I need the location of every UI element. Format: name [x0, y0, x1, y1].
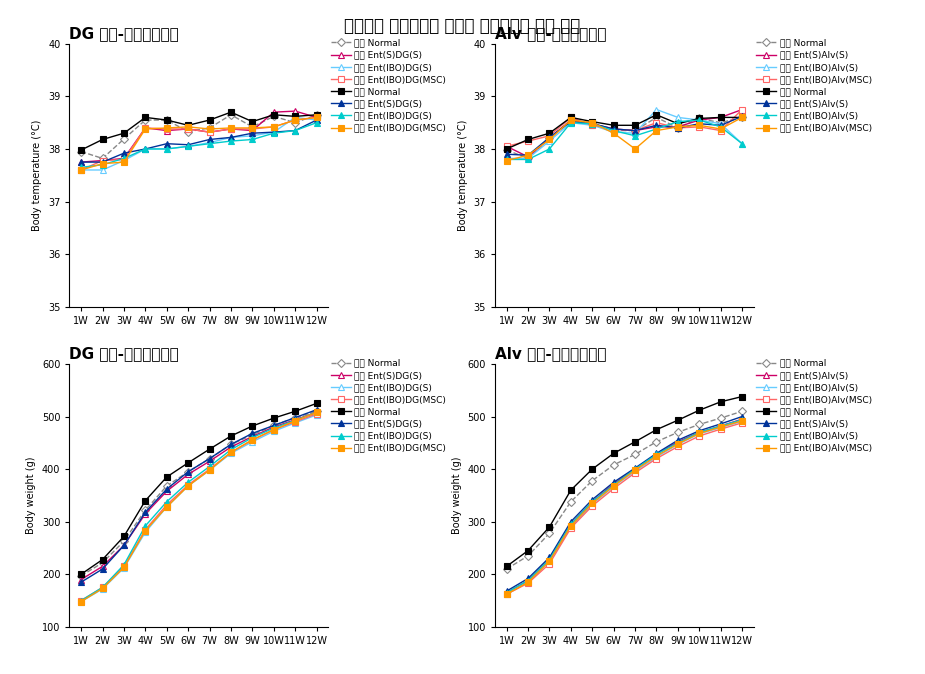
- Y-axis label: Body temperature (°C): Body temperature (°C): [32, 119, 43, 231]
- Legend: 단회 Normal, 단회 Ent(S)DG(S), 단회 Ent(IBO)DG(S), 단회 Ent(IBO)DG(MSC), 반복 Normal, 반복 E: 단회 Normal, 단회 Ent(S)DG(S), 단회 Ent(IBO)DG…: [331, 359, 446, 453]
- Y-axis label: Body weight (g): Body weight (g): [26, 457, 36, 534]
- Y-axis label: Body weight (g): Body weight (g): [451, 457, 462, 534]
- Text: DG 이식-동물체온변화: DG 이식-동물체온변화: [69, 26, 179, 41]
- Legend: 단회 Normal, 단회 Ent(S)Alv(S), 단회 Ent(IBO)Alv(S), 단회 Ent(IBO)Alv(MSC), 반복 Normal, 반: 단회 Normal, 단회 Ent(S)Alv(S), 단회 Ent(IBO)A…: [757, 38, 872, 133]
- Legend: 단회 Normal, 단회 Ent(S)DG(S), 단회 Ent(IBO)DG(S), 단회 Ent(IBO)DG(MSC), 반복 Normal, 반복 E: 단회 Normal, 단회 Ent(S)DG(S), 단회 Ent(IBO)DG…: [331, 38, 446, 133]
- Y-axis label: Body temperature (°C): Body temperature (°C): [458, 119, 468, 231]
- Text: DG 이식-동물체중변화: DG 이식-동물체중변화: [69, 346, 179, 361]
- Text: 줄기세포 이식부위별 뇌질환 동물모델의 일반 독성: 줄기세포 이식부위별 뇌질환 동물모델의 일반 독성: [344, 17, 581, 35]
- Legend: 단회 Normal, 단회 Ent(S)Alv(S), 단회 Ent(IBO)Alv(S), 단회 Ent(IBO)Alv(MSC), 반복 Normal, 반: 단회 Normal, 단회 Ent(S)Alv(S), 단회 Ent(IBO)A…: [757, 359, 872, 453]
- Text: Alv 이식-동물체온변화: Alv 이식-동물체온변화: [495, 26, 607, 41]
- Text: Alv 이식-동물체중변화: Alv 이식-동물체중변화: [495, 346, 607, 361]
